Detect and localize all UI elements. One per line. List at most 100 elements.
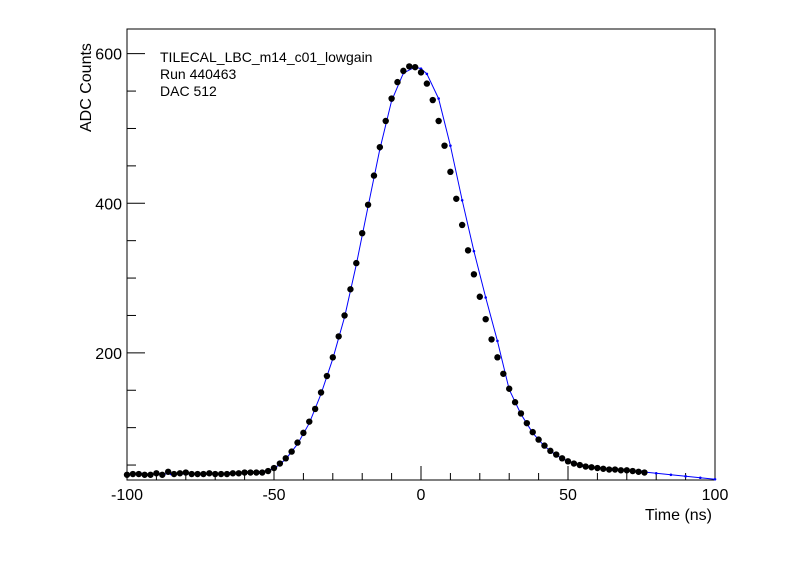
data-point — [206, 470, 213, 477]
data-point — [300, 429, 307, 437]
data-point — [382, 117, 389, 125]
data-point — [411, 63, 419, 71]
data-point — [605, 466, 613, 473]
data-point — [182, 469, 189, 476]
data-point — [594, 464, 601, 472]
series-layer — [123, 63, 717, 481]
fit-point — [684, 474, 687, 478]
data-point — [135, 470, 142, 478]
data-point — [611, 466, 619, 473]
data-point — [294, 439, 301, 446]
data-point — [311, 405, 319, 413]
data-point — [229, 470, 237, 477]
x-axis-title: Time (ns) — [645, 507, 712, 524]
data-point — [153, 470, 160, 477]
fit-point — [699, 476, 702, 480]
data-point — [494, 354, 501, 361]
data-point — [241, 469, 248, 476]
tick-labels: -100 -50 0 50 100 200 400 600 — [95, 47, 728, 504]
data-point — [129, 470, 137, 478]
data-point — [388, 95, 395, 102]
data-point — [570, 460, 578, 467]
data-point — [441, 142, 448, 149]
data-point — [458, 221, 466, 229]
data-point — [582, 463, 589, 470]
data-point — [164, 468, 172, 475]
x-tick-label: 0 — [417, 487, 426, 504]
fit-point — [496, 339, 499, 343]
data-point — [400, 67, 407, 75]
data-point — [500, 370, 507, 377]
data-point — [188, 470, 195, 478]
data-point — [394, 78, 401, 86]
data-point — [212, 470, 219, 478]
data-point — [629, 467, 636, 475]
data-point — [617, 467, 625, 474]
x-tick-label: 50 — [559, 487, 577, 504]
data-point — [417, 69, 425, 76]
annotation-run: Run 440463 — [160, 66, 237, 82]
data-point — [470, 271, 478, 278]
axis-ticks — [126, 53, 716, 480]
data-point — [464, 247, 472, 254]
fit-line — [126, 66, 716, 480]
data-point — [235, 470, 242, 477]
data-point — [376, 143, 384, 151]
data-point — [517, 410, 525, 417]
data-point — [323, 372, 331, 380]
data-point — [147, 471, 154, 478]
data-point — [488, 336, 495, 343]
data-point — [170, 470, 178, 478]
fit-point — [472, 249, 476, 253]
annotation-dac: DAC 512 — [160, 83, 217, 99]
data-point — [564, 458, 572, 465]
fit-point — [713, 477, 717, 481]
data-point — [264, 467, 272, 475]
data-point — [453, 195, 460, 202]
fit-point — [425, 72, 429, 76]
y-axis-title: ADC Counts — [78, 43, 95, 132]
data-point — [447, 168, 454, 176]
data-point — [341, 312, 348, 319]
fit-point — [654, 471, 658, 475]
data-point — [429, 96, 436, 104]
data-point — [364, 201, 372, 208]
x-tick-label: -100 — [111, 487, 143, 504]
data-point — [588, 464, 595, 471]
data-point — [370, 172, 378, 179]
data-point — [217, 470, 225, 478]
data-point — [553, 451, 560, 458]
data-point — [406, 63, 413, 70]
y-tick-label: 600 — [95, 47, 122, 64]
data-point — [558, 455, 566, 462]
data-point — [547, 447, 554, 455]
data-point — [282, 455, 289, 462]
data-point — [641, 469, 648, 476]
data-point — [288, 448, 295, 455]
fit-point — [669, 473, 673, 477]
data-point — [159, 471, 166, 478]
data-point — [541, 442, 548, 449]
data-point — [141, 471, 148, 478]
data-point — [435, 117, 442, 125]
fit-point — [449, 144, 452, 147]
data-point — [306, 418, 313, 425]
data-point — [482, 315, 489, 323]
data-point — [576, 461, 583, 469]
data-point — [353, 259, 360, 267]
data-point — [123, 471, 131, 478]
data-point — [259, 469, 266, 476]
data-point — [176, 470, 184, 477]
data-point — [194, 470, 201, 478]
data-point — [535, 436, 542, 443]
x-tick-label: -50 — [262, 487, 285, 504]
data-point — [423, 80, 431, 87]
data-point — [223, 470, 231, 478]
data-point — [247, 469, 254, 476]
data-point — [635, 468, 642, 475]
y-tick-label: 200 — [95, 346, 122, 363]
data-point — [529, 428, 536, 436]
fit-point — [484, 296, 487, 299]
y-tick-label: 400 — [95, 196, 122, 213]
